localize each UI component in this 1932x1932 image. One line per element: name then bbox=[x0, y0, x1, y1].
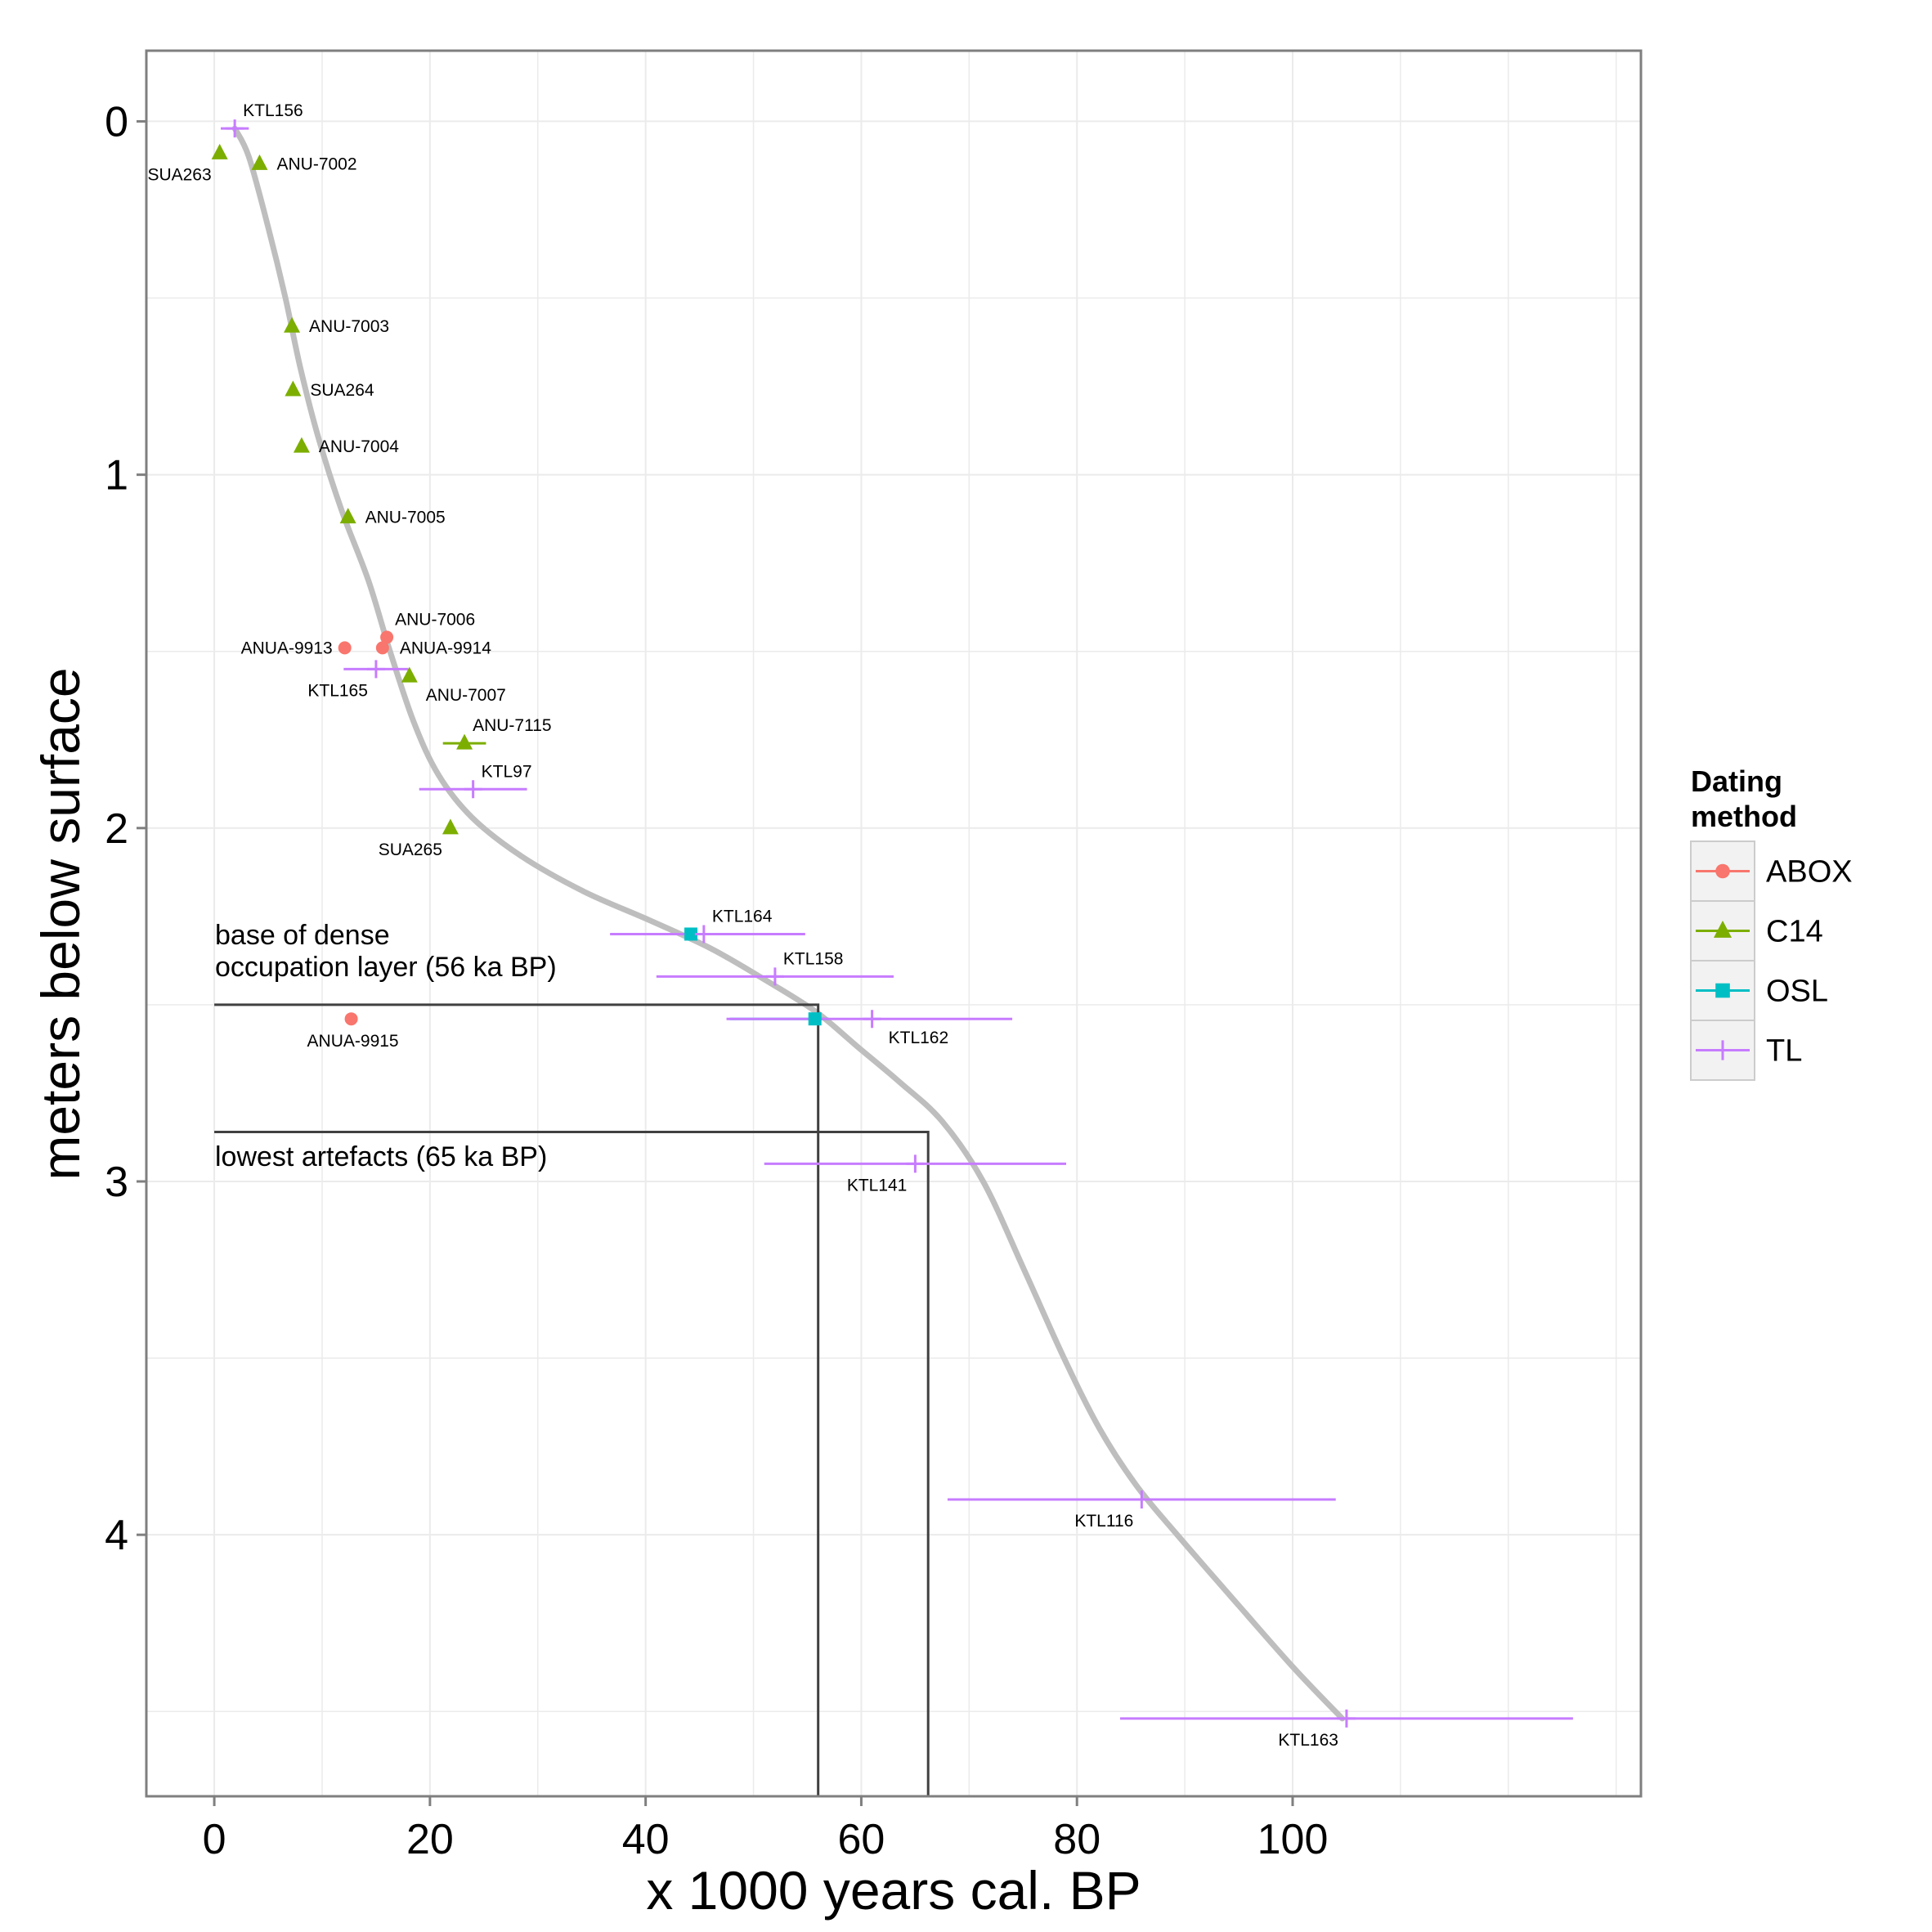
x-tick-label: 20 bbox=[406, 1816, 454, 1863]
point-label-ktl116: KTL116 bbox=[1074, 1512, 1133, 1531]
y-tick-label: 2 bbox=[105, 805, 128, 853]
plot-panel-border bbox=[145, 49, 1643, 1798]
x-tick-label: 80 bbox=[1053, 1816, 1100, 1863]
point-ktl158 bbox=[765, 967, 784, 986]
point-label-ktl164: KTL164 bbox=[712, 907, 773, 926]
x-tick-label: 100 bbox=[1257, 1816, 1329, 1863]
point-ktl163 bbox=[1337, 1709, 1356, 1728]
point-sua263 bbox=[211, 143, 228, 159]
point-label-anu-7002: ANU-7002 bbox=[276, 155, 356, 173]
point-ktl97 bbox=[464, 780, 482, 799]
point-label-anu-7006: ANU-7006 bbox=[395, 610, 475, 629]
grid-major bbox=[146, 51, 1641, 1796]
y-tick-label: 4 bbox=[105, 1512, 128, 1559]
point-anu-7007 bbox=[401, 666, 418, 683]
point-label-ktl141: KTL141 bbox=[847, 1176, 908, 1195]
point-osl-a bbox=[684, 927, 698, 941]
point-label-ktl97: KTL97 bbox=[482, 762, 532, 781]
legend-label-c14: C14 bbox=[1766, 915, 1823, 949]
point-sua264 bbox=[285, 380, 302, 397]
legend-key-abox bbox=[1715, 863, 1730, 879]
point-anua-9913 bbox=[338, 641, 352, 655]
point-anu-7002 bbox=[251, 154, 268, 170]
legend-title-1: Dating bbox=[1691, 764, 1782, 798]
point-label-anua-9915: ANUA-9915 bbox=[307, 1032, 399, 1051]
point-label-anu-7004: ANU-7004 bbox=[319, 437, 399, 456]
point-ktl141 bbox=[906, 1154, 925, 1173]
point-label-anua-9914: ANUA-9914 bbox=[400, 639, 491, 657]
point-osl-b bbox=[808, 1012, 822, 1026]
reference-lines: base of dense occupation layer (56 ka BP… bbox=[214, 920, 930, 1796]
legend-key-osl bbox=[1715, 983, 1730, 998]
point-ktl162 bbox=[863, 1010, 881, 1029]
point-anu-7003 bbox=[284, 316, 301, 333]
point-sua265 bbox=[442, 818, 459, 835]
point-label-sua264: SUA264 bbox=[310, 381, 374, 400]
ref-annotation-lowest-artefacts: lowest artefacts (65 ka BP) bbox=[215, 1141, 547, 1172]
point-label-sua265: SUA265 bbox=[379, 840, 442, 859]
point-labels: KTL156 SUA263 ANU-7002 ANU-7003 SUA264 ANU-70… bbox=[147, 101, 1338, 1750]
point-label-anua-9913: ANUA-9913 bbox=[241, 639, 333, 657]
legend: Dating method ABOX C14 OSL TL bbox=[1690, 764, 1853, 1081]
reference-line-0 bbox=[214, 1003, 820, 1796]
point-anu-7004 bbox=[293, 437, 310, 453]
y-axis-ticks: 0 1 2 3 4 bbox=[105, 98, 146, 1559]
ref-annotation-occupation-1: base of dense bbox=[215, 920, 390, 951]
x-axis-ticks: 0 20 40 60 80 100 bbox=[203, 1796, 1329, 1863]
data-points bbox=[211, 119, 1356, 1728]
point-label-anu-7115: ANU-7115 bbox=[473, 716, 552, 735]
point-label-ktl165: KTL165 bbox=[307, 681, 368, 700]
legend-key-tl bbox=[1712, 1040, 1733, 1060]
y-axis-title: meters below surface bbox=[30, 667, 91, 1180]
legend-label-osl: OSL bbox=[1766, 975, 1828, 1009]
point-label-sua263: SUA263 bbox=[147, 165, 211, 184]
point-anu-7115 bbox=[456, 733, 473, 750]
point-label-anu-7007: ANU-7007 bbox=[426, 686, 506, 705]
legend-key-c14 bbox=[1714, 920, 1732, 938]
legend-label-tl: TL bbox=[1766, 1034, 1802, 1069]
point-anu-7005 bbox=[339, 508, 356, 524]
point-anua-9915 bbox=[344, 1012, 358, 1026]
x-tick-label: 40 bbox=[622, 1816, 670, 1863]
point-label-ktl162: KTL162 bbox=[889, 1029, 949, 1047]
point-anu-7006 bbox=[380, 630, 394, 644]
y-tick-label: 1 bbox=[105, 452, 128, 500]
point-ktl164 bbox=[694, 925, 713, 944]
point-label-ktl163: KTL163 bbox=[1278, 1731, 1338, 1750]
grid-minor bbox=[146, 51, 1641, 1796]
x-tick-label: 60 bbox=[838, 1816, 885, 1863]
point-label-ktl156: KTL156 bbox=[243, 101, 303, 120]
y-tick-label: 3 bbox=[105, 1159, 128, 1206]
point-ktl116 bbox=[1132, 1490, 1151, 1508]
point-ktl165 bbox=[366, 660, 385, 679]
x-tick-label: 0 bbox=[203, 1816, 226, 1863]
point-label-anu-7005: ANU-7005 bbox=[365, 508, 446, 527]
legend-title-2: method bbox=[1691, 800, 1797, 833]
reference-line-1 bbox=[214, 1130, 930, 1796]
y-tick-label: 0 bbox=[105, 98, 128, 146]
legend-label-abox: ABOX bbox=[1766, 855, 1853, 890]
point-label-ktl158: KTL158 bbox=[783, 949, 844, 968]
point-label-anu-7003: ANU-7003 bbox=[309, 317, 389, 336]
point-anua-9914 bbox=[375, 641, 389, 655]
point-ktl156 bbox=[226, 119, 244, 138]
ref-annotation-occupation-2: occupation layer (56 ka BP) bbox=[215, 952, 557, 983]
x-axis-title: x 1000 years cal. BP bbox=[646, 1860, 1141, 1921]
